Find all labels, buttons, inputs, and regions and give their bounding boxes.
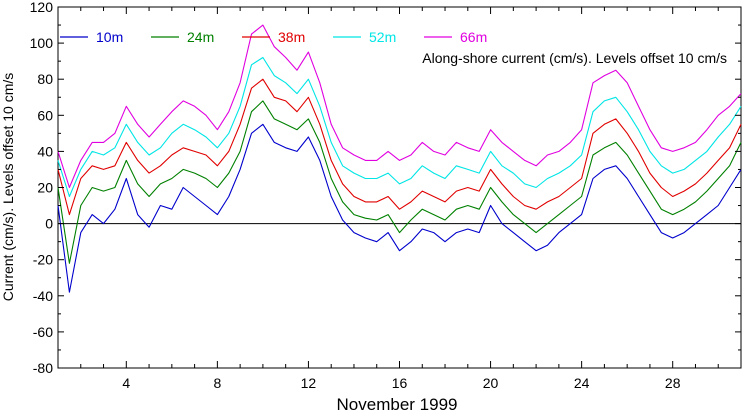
series-line-24m [57, 100, 742, 264]
x-tick-label: 8 [213, 375, 221, 391]
series-line-66m [57, 24, 742, 189]
x-tick-label: 12 [301, 375, 317, 391]
y-axis-label: Current (cm/s). Levels offset 10 cm/s [0, 73, 16, 301]
y-tick-label: 80 [37, 71, 53, 87]
y-tick-label: 120 [30, 0, 54, 15]
x-tick-label: 16 [392, 375, 408, 391]
y-tick-label: 100 [30, 35, 54, 51]
y-tick-label: 20 [37, 180, 53, 196]
x-tick-label: 24 [574, 375, 590, 391]
series-line-52m [57, 56, 742, 198]
y-tick-label: -60 [33, 324, 53, 340]
legend-label: 10m [96, 29, 123, 45]
x-tick-label: 28 [665, 375, 681, 391]
y-tick-label: 60 [37, 107, 53, 123]
tick-layer: -80 -60 -40 -20 0 20 40 60 80 100 120 4 8 12 16 20 24 28 [30, 0, 742, 391]
y-tick-label: 40 [37, 143, 53, 159]
series-line-38m [57, 78, 742, 216]
series-layer [57, 24, 742, 293]
legend-label: 66m [460, 29, 487, 45]
y-tick-label: -40 [33, 288, 53, 304]
legend-label: 38m [278, 29, 305, 45]
series-line-10m [57, 123, 742, 293]
x-tick-label: 20 [483, 375, 499, 391]
legend-label: 24m [187, 29, 214, 45]
legend: 10m 24m 38m 52m 66m [60, 29, 487, 45]
chart-annotation: Along-shore current (cm/s). Levels offse… [422, 50, 727, 66]
y-tick-label: 0 [45, 216, 53, 232]
y-tick-label: -80 [33, 360, 53, 376]
x-axis-label: November 1999 [337, 395, 458, 414]
y-tick-label: -20 [33, 252, 53, 268]
legend-label: 52m [369, 29, 396, 45]
x-tick-label: 4 [122, 375, 130, 391]
